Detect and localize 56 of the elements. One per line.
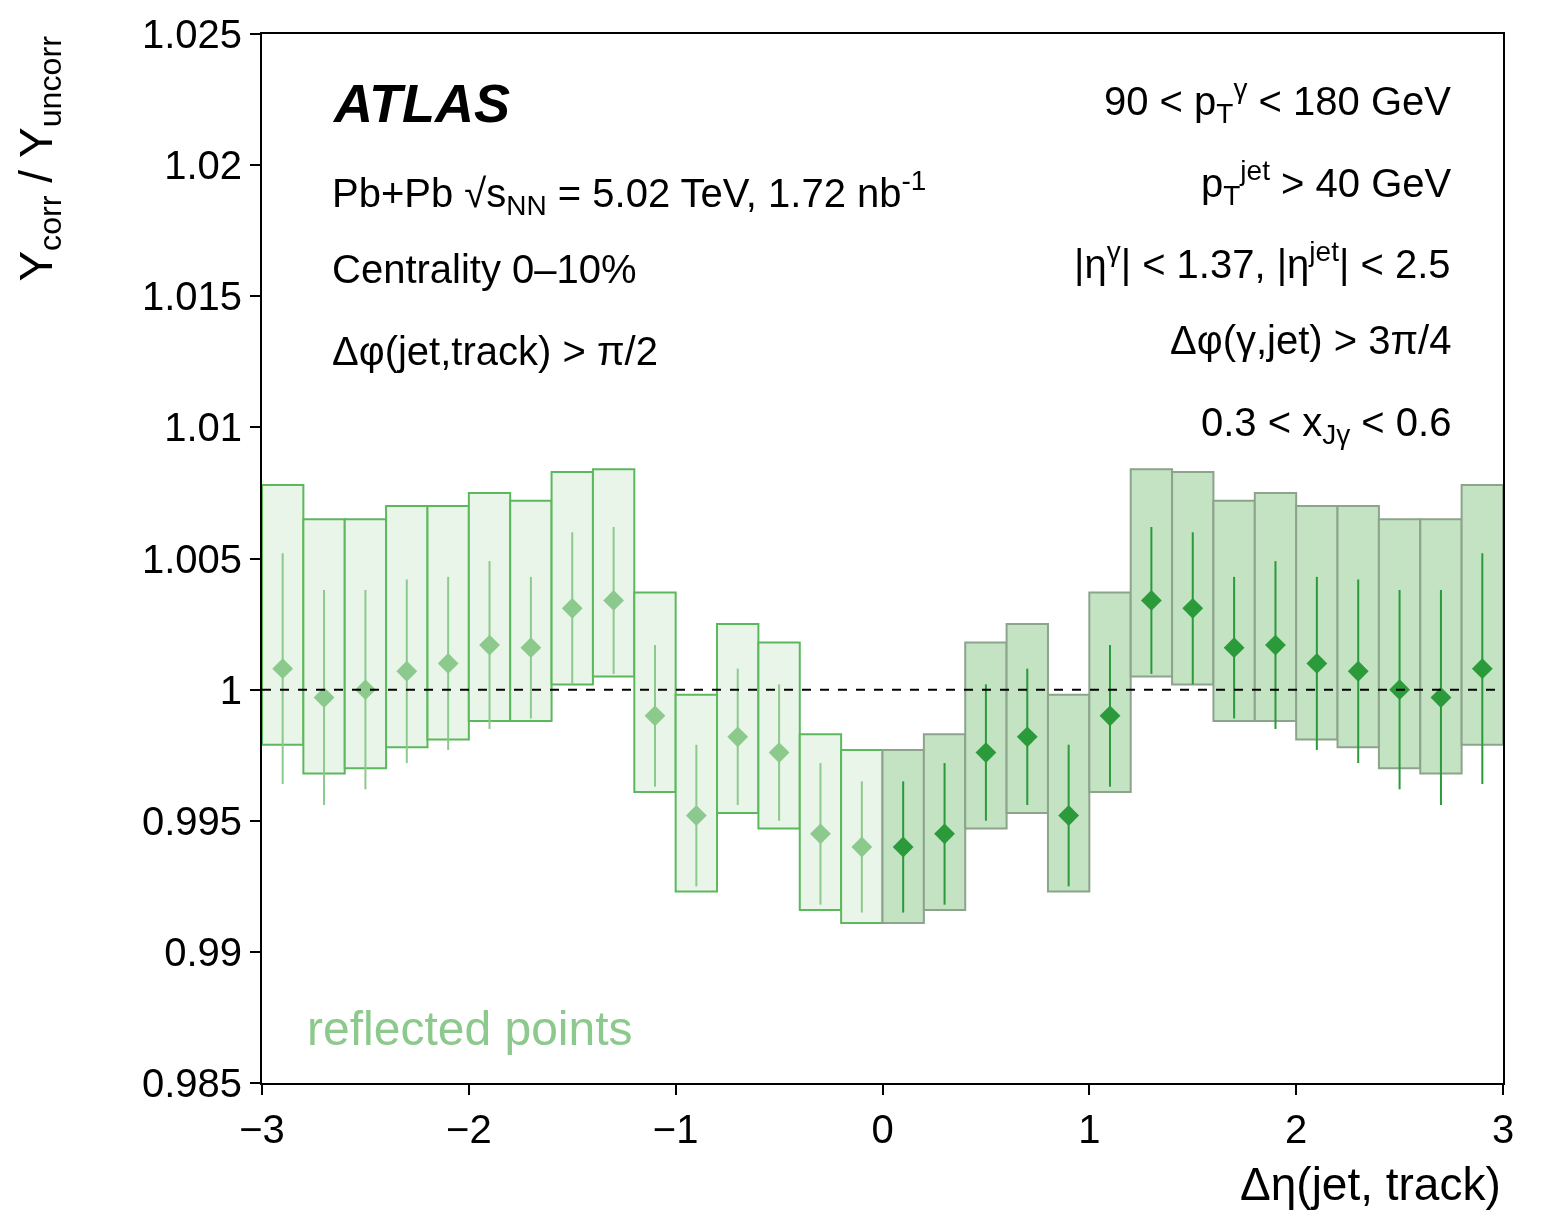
x-tick-label: −1	[652, 1107, 699, 1151]
point	[396, 660, 418, 682]
point	[810, 823, 831, 845]
point	[685, 805, 707, 826]
annotation: p$_{T}$$^{jet}$ > 40 GeV	[1201, 155, 1452, 212]
point	[1058, 805, 1080, 826]
y-tick-label: 1.015	[141, 274, 242, 319]
point	[1182, 597, 1204, 619]
point	[1471, 658, 1493, 680]
y-tick-label: 1	[219, 667, 242, 712]
point	[272, 658, 294, 680]
point	[727, 726, 749, 748]
point	[1140, 590, 1162, 611]
point	[892, 836, 914, 858]
annotation: Δφ(jet,track) > π/2	[332, 329, 658, 373]
point	[851, 836, 873, 858]
point	[1016, 726, 1038, 748]
point	[1347, 660, 1369, 682]
y-tick-label: 1.02	[164, 143, 242, 188]
annotation: |η$^{γ}$| < 1.37, |η$^{jet}$| < 2.5	[1074, 236, 1451, 286]
point	[603, 590, 625, 611]
y-tick-label: 1.005	[141, 536, 242, 581]
point	[934, 823, 955, 845]
point	[520, 637, 542, 659]
point	[1389, 679, 1410, 701]
annotation: Δφ(γ,jet) > 3π/4	[1170, 318, 1452, 362]
x-tick-label: 2	[1285, 1107, 1308, 1151]
point	[355, 679, 376, 701]
annotation: Centrality 0–10%	[332, 247, 637, 291]
y-tick-label: 0.985	[141, 1061, 242, 1105]
annotation: 90 < p$_{T}$$^{γ}$ < 180 GeV	[1104, 73, 1452, 130]
x-axis-title: Δη(jet, track)	[1240, 1158, 1501, 1210]
x-tick-label: −3	[239, 1107, 285, 1151]
point	[561, 597, 583, 619]
annotation: 0.3 < x$_{Jγ}$ < 0.6	[1201, 400, 1452, 451]
point	[479, 634, 500, 656]
point	[768, 742, 790, 763]
x-tick-label: 0	[871, 1107, 894, 1151]
x-tick-label: 3	[1491, 1107, 1515, 1151]
point	[644, 705, 666, 727]
point	[1265, 634, 1286, 656]
y-tick-label: 0.99	[164, 929, 242, 974]
y-tick-label: 1.025	[141, 12, 242, 56]
point	[1306, 653, 1328, 674]
point	[1430, 687, 1452, 708]
text: reflected points	[307, 1002, 633, 1055]
y-tick-label: 1.01	[164, 405, 242, 450]
point	[1223, 637, 1245, 659]
point	[1099, 705, 1121, 727]
annotation: ATLAS	[332, 73, 510, 133]
point	[437, 653, 459, 674]
point	[975, 742, 997, 763]
y-tick-label: 0.995	[141, 798, 242, 843]
x-tick-label: 1	[1078, 1107, 1101, 1151]
annotation: Pb+Pb √s$_{NN}$ = 5.02 TeV, 1.72 nb$^{-1}$	[332, 165, 927, 222]
x-tick-label: −2	[446, 1107, 492, 1151]
